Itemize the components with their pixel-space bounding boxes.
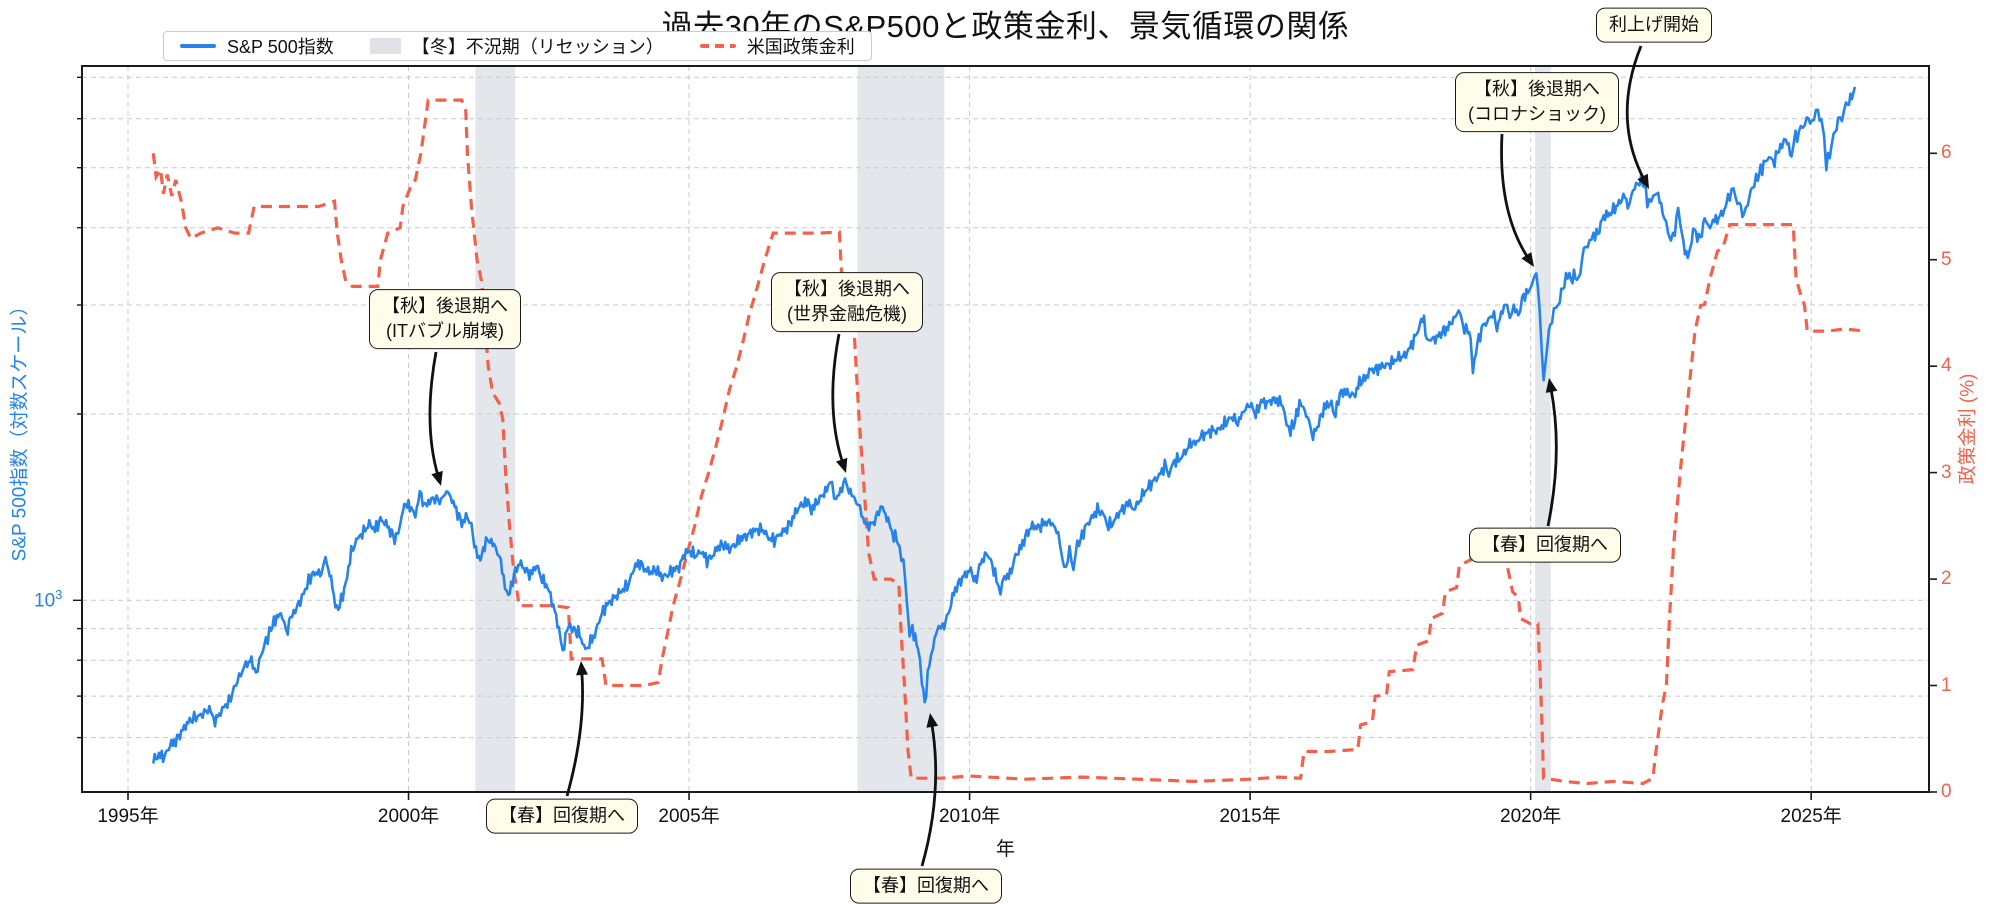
right-tick-label: 2 — [1941, 568, 1952, 590]
recession-band — [1535, 66, 1551, 792]
annotation-text: (コロナショック) — [1468, 104, 1606, 124]
right-tick-label: 6 — [1941, 142, 1952, 164]
annotation-box: 【秋】後退期へ (コロナショック) — [1455, 72, 1619, 132]
recession-band — [475, 66, 516, 792]
annotation-text: 【秋】後退期へ — [382, 296, 508, 317]
annotation-arrowhead-icon — [1521, 252, 1534, 267]
recession-band — [857, 66, 945, 792]
annotation-text: 【春】回復期へ — [1482, 534, 1608, 555]
legend-item-sp500: S&P 500指数 — [180, 33, 334, 59]
x-tick-label: 2010年 — [938, 806, 1001, 827]
annotation-arrowhead-icon — [926, 713, 939, 728]
annotation-box: 【春】回復期へ — [850, 868, 1002, 904]
left-axis-tick-label: 103 — [34, 587, 63, 612]
x-tick-label: 2000年 — [377, 806, 440, 827]
x-tick-label: 2015年 — [1219, 806, 1281, 827]
x-axis-label: 年 — [995, 839, 1015, 860]
annotation-arrowhead-icon — [576, 661, 588, 676]
annotation-text: 利上げ開始 — [1609, 14, 1699, 35]
annotation-arrowhead-icon — [1545, 378, 1558, 393]
plot-border — [81, 65, 1930, 793]
annotation-text: (世界金融危機) — [787, 304, 907, 324]
annotation-text: 【春】回復期へ — [863, 875, 989, 896]
annotation-arrowhead-icon — [1637, 173, 1649, 189]
legend-label-sp500: S&P 500指数 — [227, 37, 334, 57]
recession-patch-swatch-icon — [369, 38, 401, 54]
policy-rate-line — [151, 98, 1865, 786]
sp500-line-swatch-icon — [180, 44, 216, 48]
annotation-text: (ITバブル崩壊) — [386, 321, 504, 341]
legend-item-recession: 【冬】不況期（リセッション） — [369, 33, 664, 59]
right-tick-label: 4 — [1941, 355, 1952, 377]
legend-item-rate: 米国政策金利 — [699, 33, 855, 59]
left-axis-label: S&P 500指数（対数スケール） — [9, 296, 31, 562]
x-tick-label: 2005年 — [658, 806, 720, 827]
annotation-text: 【秋】後退期へ — [784, 279, 910, 300]
right-axis-label: 政策金利 (%) — [1957, 373, 1979, 485]
right-tick-label: 3 — [1941, 461, 1952, 483]
annotation-box: 【春】回復期へ — [1469, 527, 1621, 563]
annotation-box: 利上げ開始 — [1596, 7, 1712, 43]
legend-label-recession: 【冬】不況期（リセッション） — [411, 37, 664, 57]
sp500-line — [152, 86, 1857, 764]
x-tick-label: 2020年 — [1500, 806, 1562, 827]
legend-label-rate: 米国政策金利 — [746, 37, 855, 57]
annotation-arrowhead-icon — [836, 457, 848, 473]
right-tick-label: 1 — [1941, 674, 1952, 696]
annotation-arrow — [831, 333, 844, 463]
annotation-arrow — [1625, 45, 1646, 180]
annotation-text: 【秋】後退期へ — [1474, 79, 1600, 100]
annotation-box: 【秋】後退期へ (ITバブル崩壊) — [369, 289, 521, 349]
annotation-arrow — [1546, 388, 1558, 527]
right-tick-label: 5 — [1941, 248, 1952, 270]
annotation-arrow — [1500, 133, 1530, 259]
annotation-arrowhead-icon — [431, 470, 443, 486]
annotation-arrow — [428, 351, 440, 476]
annotation-box: 【春】回復期へ — [486, 798, 638, 834]
annotation-text: 【春】回復期へ — [499, 805, 625, 826]
annotation-box: 【秋】後退期へ (世界金融危機) — [771, 272, 923, 332]
rate-dash-swatch-icon — [699, 44, 736, 48]
annotation-arrow — [565, 671, 584, 797]
x-tick-label: 2025年 — [1780, 806, 1842, 827]
right-tick-label: 0 — [1941, 781, 1952, 802]
legend: S&P 500指数 【冬】不況期（リセッション） 米国政策金利 — [163, 31, 872, 61]
x-tick-label: 1995年 — [97, 806, 159, 827]
annotation-arrow — [920, 723, 938, 867]
